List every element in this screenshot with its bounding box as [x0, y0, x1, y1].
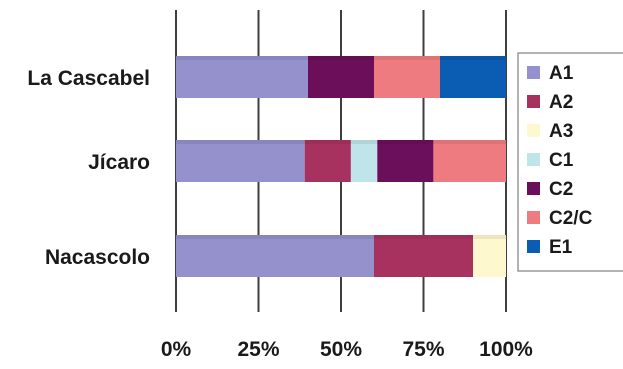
bar-segment-la-cascabel-c2 [308, 56, 374, 98]
bar-segment-jicaro-a2 [304, 140, 351, 182]
category-label-jicaro: Jícaro [88, 151, 150, 174]
legend-label-e1: E1 [549, 237, 573, 258]
category-labels: La Cascabel Jícaro Nacascolo [27, 67, 150, 269]
legend-label-c2-c: C2/C [549, 208, 593, 229]
legend-label-a2: A2 [549, 92, 573, 113]
bar-segment-jicaro-c1 [350, 140, 378, 182]
x-tick-label: 100% [479, 338, 533, 361]
bars [176, 56, 506, 277]
bar-top-shade [176, 235, 506, 239]
x-tick-label: 75% [402, 338, 444, 361]
bar-segment-la-cascabel-c2-c [374, 56, 440, 98]
legend-swatch-c2-c [527, 211, 540, 224]
legend-swatch-c1 [527, 153, 540, 166]
legend-label-a1: A1 [549, 63, 574, 84]
legend-swatch-e1 [527, 240, 540, 253]
legend-label-c2: C2 [549, 179, 573, 200]
bar-segment-nacascolo-a1 [176, 235, 374, 277]
bar-segment-la-cascabel-a1 [176, 56, 308, 98]
bar-segment-jicaro-c2-c [433, 140, 506, 182]
x-tick-label: 0% [161, 338, 192, 361]
legend-swatch-a3 [527, 124, 540, 137]
category-label-nacascolo: Nacascolo [45, 246, 150, 269]
legend-swatch-a2 [527, 95, 540, 108]
bar-segment-jicaro-c2 [377, 140, 434, 182]
x-tick-label: 50% [320, 338, 362, 361]
legend-label-c1: C1 [549, 150, 574, 171]
bar-segment-jicaro-a1 [176, 140, 305, 182]
legend-swatch-c2 [527, 182, 540, 195]
bar-segment-nacascolo-a2 [374, 235, 473, 277]
x-tick-label: 25% [237, 338, 279, 361]
bar-segment-nacascolo-a3 [473, 235, 506, 277]
legend-swatch-a1 [527, 66, 540, 79]
bar-segment-la-cascabel-e1 [440, 56, 506, 98]
category-label-la-cascabel: La Cascabel [27, 67, 150, 90]
bar-top-shade [176, 140, 506, 144]
legend: A1 A2 A3 C1 C2 C2/C E1 [517, 52, 623, 272]
legend-label-a3: A3 [549, 121, 573, 142]
x-tick-labels: 0% 25% 50% 75% 100% [161, 338, 533, 361]
bar-top-shade [176, 56, 506, 60]
